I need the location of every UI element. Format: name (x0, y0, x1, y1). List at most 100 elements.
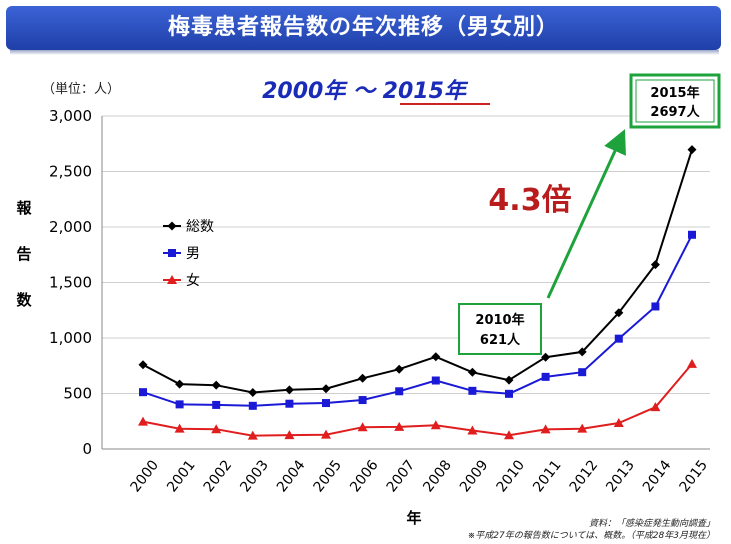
chart-title: 梅毒患者報告数の年次推移（男女別） (167, 15, 559, 40)
period-label: 2000年 〜 2015年 (262, 78, 469, 104)
unit-label: （単位：人） (42, 81, 120, 97)
series-group (138, 145, 697, 440)
source-note: 資料：「感染症発生動向調査」 (589, 518, 715, 529)
data-point (431, 376, 440, 385)
data-point (357, 422, 368, 432)
series-line (142, 149, 693, 394)
data-point (614, 334, 623, 343)
data-point (212, 400, 221, 409)
y-axis-ticks: 0 500 1,000 1,500 2,000 2,500 3,000 (49, 107, 92, 458)
data-point (430, 420, 441, 430)
data-point (651, 302, 660, 311)
data-point (358, 373, 368, 383)
y-tick-label: 1,500 (49, 274, 92, 292)
footnote: ※平成27年の報告数については、概数。（平成28年3月現在） (468, 530, 715, 541)
legend-swatch-marker (167, 221, 177, 231)
data-point (394, 421, 405, 431)
data-point (541, 372, 550, 381)
y-axis-title-char: 数 (16, 291, 32, 309)
y-axis-title: 報告数 (16, 199, 32, 309)
callout-2015-box (629, 73, 721, 129)
y-axis-title-char: 告 (16, 245, 31, 263)
x-tick-label: 2008 (420, 457, 455, 495)
data-point (175, 400, 184, 409)
data-point (578, 368, 587, 377)
data-point (504, 430, 514, 440)
plot-grid (101, 115, 710, 450)
data-point (248, 388, 258, 398)
legend-label: 総数 (186, 219, 214, 235)
data-point (285, 399, 294, 408)
x-tick-label: 2007 (384, 457, 419, 495)
data-point (613, 418, 624, 428)
legend-label: 女 (186, 272, 200, 289)
data-point (614, 308, 624, 318)
x-tick-label: 2012 (567, 457, 602, 495)
data-point (431, 352, 441, 362)
data-point (394, 364, 404, 374)
callout-2015-year: 2015年 (650, 85, 699, 101)
y-tick-label: 2,500 (49, 163, 92, 181)
data-point (468, 386, 477, 395)
x-tick-label: 2001 (164, 457, 199, 495)
legend-swatch-marker (168, 249, 176, 257)
data-point (284, 385, 294, 395)
data-point (322, 399, 330, 408)
data-point (175, 379, 185, 389)
data-point (138, 360, 148, 370)
chart-title-banner: 梅毒患者報告数の年次推移（男女別） (6, 6, 721, 50)
data-point (504, 375, 514, 385)
x-tick-label: 2003 (237, 457, 272, 495)
data-point (248, 401, 257, 410)
data-point (505, 389, 513, 398)
x-tick-label: 2006 (347, 457, 382, 495)
banner-shadow (10, 50, 719, 55)
x-tick-label: 2015 (677, 457, 712, 495)
y-tick-label: 2,000 (49, 218, 92, 236)
data-point (358, 396, 367, 405)
growth-label: 4.3倍 (488, 183, 571, 218)
x-tick-label: 2009 (457, 457, 492, 495)
x-tick-label: 2010 (494, 457, 529, 495)
data-point (138, 416, 148, 426)
data-point (650, 260, 660, 270)
callout-2015-value: 2697人 (650, 104, 700, 120)
data-point (541, 352, 551, 362)
y-tick-label: 1,000 (49, 329, 92, 347)
y-axis-title-char: 報 (16, 199, 32, 217)
data-point (284, 430, 295, 440)
data-point (540, 424, 551, 434)
data-point (577, 423, 588, 433)
x-tick-label: 2005 (311, 457, 346, 495)
data-point (321, 429, 331, 439)
x-axis-title: 年 (406, 509, 421, 527)
data-point (321, 384, 331, 394)
legend-swatch-marker (167, 275, 177, 284)
y-tick-label: 500 (63, 385, 92, 403)
data-point (139, 388, 147, 397)
growth-arrow (546, 129, 626, 299)
data-point (577, 347, 587, 357)
y-tick-label: 0 (82, 440, 92, 458)
x-axis-ticks: 2000 2001 2002 2003 2004 2005 2006 2007 2008 2009… (128, 457, 712, 495)
data-point (688, 230, 696, 239)
data-point (174, 423, 185, 433)
x-tick-label: 2004 (274, 457, 309, 495)
data-point (467, 367, 477, 377)
y-tick-label: 3,000 (49, 107, 92, 125)
x-tick-label: 2011 (530, 457, 565, 495)
data-point (211, 380, 221, 390)
data-point (247, 430, 258, 440)
callout-2010-year: 2010年 (475, 312, 524, 328)
data-point (687, 358, 697, 368)
series-line (142, 234, 693, 407)
data-point (467, 425, 478, 435)
series-line (142, 363, 693, 437)
legend-label: 男 (186, 246, 200, 262)
x-tick-label: 2014 (640, 457, 675, 495)
callout-2010-value: 621人 (480, 332, 521, 348)
series-1 (139, 230, 696, 410)
x-tick-label: 2013 (603, 457, 638, 495)
